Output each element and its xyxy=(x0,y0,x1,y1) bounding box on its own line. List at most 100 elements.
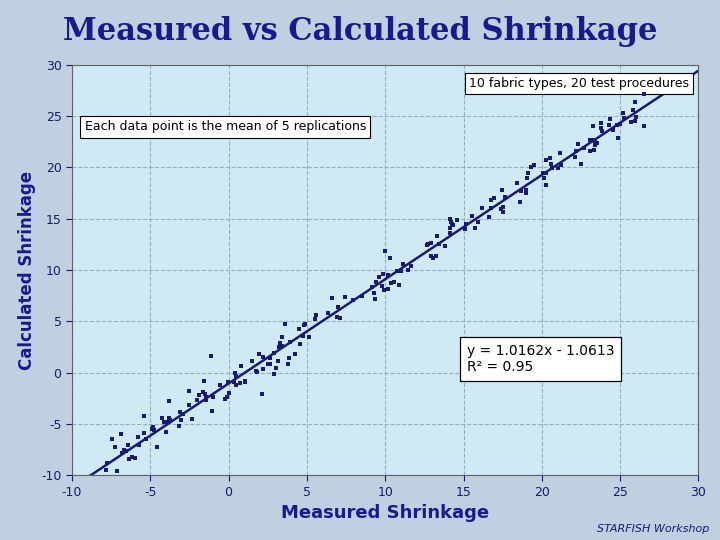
Y-axis label: Calculated Shrinkage: Calculated Shrinkage xyxy=(18,171,36,369)
Point xyxy=(239,377,251,386)
Point xyxy=(298,320,310,329)
Point xyxy=(109,443,120,452)
Point xyxy=(230,380,242,389)
Point xyxy=(384,254,395,262)
Point xyxy=(107,435,118,444)
Point xyxy=(102,459,113,468)
Point xyxy=(629,98,641,106)
Point xyxy=(397,259,409,268)
Point xyxy=(348,296,359,305)
Point xyxy=(157,414,168,422)
Point xyxy=(279,320,290,328)
Point xyxy=(246,357,258,366)
Point xyxy=(537,169,549,178)
Point xyxy=(512,179,523,187)
Point xyxy=(146,425,158,434)
Point xyxy=(611,121,623,130)
Point xyxy=(540,156,552,165)
Point xyxy=(495,205,507,214)
Point xyxy=(497,207,508,216)
Point xyxy=(339,293,351,302)
Point xyxy=(421,241,433,249)
Point xyxy=(133,441,145,450)
Point xyxy=(120,447,132,455)
Point xyxy=(263,360,274,368)
Point xyxy=(589,137,600,146)
Point xyxy=(101,465,112,474)
Point xyxy=(251,367,262,375)
Point xyxy=(630,113,642,122)
Point xyxy=(368,289,379,298)
Point xyxy=(148,426,160,435)
Point xyxy=(395,267,407,275)
Point xyxy=(207,407,218,415)
Point xyxy=(591,139,603,147)
Point xyxy=(199,396,211,404)
Point xyxy=(595,118,606,127)
Point xyxy=(466,212,477,220)
Point xyxy=(140,435,151,444)
Point xyxy=(161,418,173,427)
Point xyxy=(388,278,400,286)
Text: 10 fabric types, 20 test procedures: 10 fabric types, 20 test procedures xyxy=(469,77,689,90)
Point xyxy=(459,225,471,234)
Point xyxy=(625,117,636,126)
Point xyxy=(297,332,308,341)
Point xyxy=(373,273,384,281)
Point xyxy=(538,174,549,183)
Point xyxy=(629,117,641,126)
Point xyxy=(175,416,186,425)
Point xyxy=(431,252,442,260)
Point xyxy=(427,253,438,262)
Point xyxy=(618,113,630,122)
Point xyxy=(604,115,616,124)
Point xyxy=(578,144,590,153)
Point xyxy=(584,136,595,144)
Point xyxy=(433,240,444,249)
Point xyxy=(521,174,532,183)
Point xyxy=(191,395,202,404)
Point xyxy=(447,221,459,230)
Point xyxy=(356,292,368,300)
Point xyxy=(366,283,377,292)
Point xyxy=(499,192,510,201)
Point xyxy=(575,159,587,168)
Point xyxy=(444,224,456,232)
Point xyxy=(382,271,393,279)
Point xyxy=(138,411,150,420)
Point xyxy=(283,360,294,368)
Point xyxy=(230,372,242,381)
Point xyxy=(588,146,600,154)
Point xyxy=(596,127,608,136)
Point xyxy=(444,229,456,238)
Point xyxy=(122,440,134,449)
Point xyxy=(284,338,296,346)
Point xyxy=(571,147,582,156)
Point xyxy=(214,381,225,389)
Point xyxy=(546,164,557,172)
Point xyxy=(405,261,417,270)
Point xyxy=(163,397,175,406)
Point xyxy=(590,140,601,149)
Point xyxy=(130,454,141,462)
Point xyxy=(472,218,484,226)
Point xyxy=(377,269,389,278)
Point xyxy=(603,121,614,130)
Point xyxy=(293,325,305,333)
Point xyxy=(207,393,219,401)
Point xyxy=(200,393,212,402)
Point xyxy=(183,401,194,409)
Point xyxy=(402,266,413,274)
Point xyxy=(199,389,210,398)
Point xyxy=(555,161,567,170)
Point xyxy=(595,124,607,132)
Point xyxy=(426,252,437,260)
Text: Each data point is the mean of 5 replications: Each data point is the mean of 5 replica… xyxy=(84,120,366,133)
Point xyxy=(160,428,171,437)
Point xyxy=(251,368,263,376)
Point xyxy=(334,314,346,323)
Point xyxy=(552,164,563,172)
Point xyxy=(432,232,444,240)
Text: Measured vs Calculated Shrinkage: Measured vs Calculated Shrinkage xyxy=(63,16,657,47)
Point xyxy=(323,308,334,317)
